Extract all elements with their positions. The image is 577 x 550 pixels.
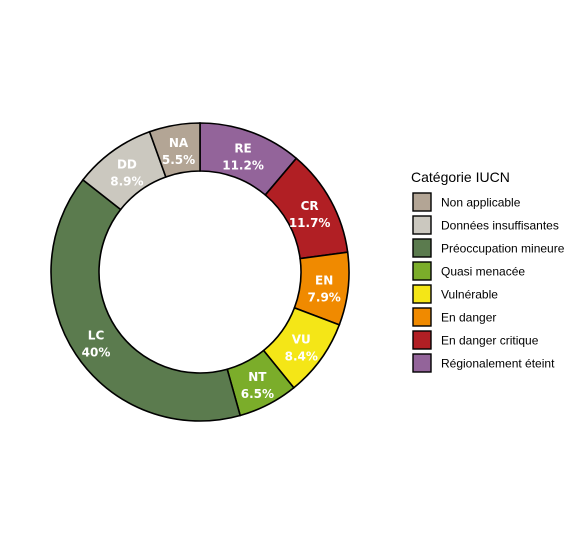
slice-na (148, 122, 201, 178)
legend-label-vu: Vulnérable (441, 288, 498, 302)
slice-code-re: RE (234, 142, 251, 156)
legend-label-cr: En danger critique (441, 334, 539, 348)
slice-percent-vu: 8.4% (285, 349, 318, 363)
slice-code-dd: DD (117, 158, 137, 172)
legend-key-cr (412, 330, 432, 350)
slice-code-na: NA (169, 136, 189, 150)
slice-percent-lc: 40% (82, 345, 111, 359)
slice-percent-cr: 11.7% (289, 216, 331, 230)
slice-code-cr: CR (301, 199, 319, 213)
legend-label-na: Non applicable (441, 196, 521, 210)
slice-percent-en: 7.9% (308, 290, 341, 304)
legend-title: Catégorie IUCN (411, 169, 510, 185)
slice-code-vu: VU (292, 332, 311, 346)
slice-percent-na: 5.5% (162, 153, 195, 167)
legend-label-nt: Quasi menacée (441, 265, 525, 279)
legend-label-lc: Préoccupation mineure (441, 242, 565, 256)
legend-key-dd (412, 215, 432, 235)
slice-code-en: EN (315, 273, 333, 287)
legend-key-lc (412, 238, 432, 258)
legend-label-dd: Données insuffisantes (441, 219, 559, 233)
legend-key-nt (412, 261, 432, 281)
legend-key-na (412, 192, 432, 212)
slice-percent-nt: 6.5% (241, 387, 274, 401)
slice-lc (50, 178, 242, 422)
slice-percent-dd: 8.9% (110, 175, 143, 189)
slice-code-lc: LC (88, 328, 105, 342)
legend-key-re (412, 353, 432, 373)
legend-key-en (412, 307, 432, 327)
legend-key-vu (412, 284, 432, 304)
legend-label-en: En danger (441, 311, 496, 325)
slice-code-nt: NT (248, 370, 267, 384)
donut-slices (50, 122, 350, 422)
legend: Catégorie IUCN Non applicable Données ins… (411, 169, 565, 373)
legend-label-re: Régionalement éteint (441, 357, 555, 371)
donut-labels: RE 11.2% CR 11.7% EN 7.9% VU 8.4% NT 6.5% LC 40% DD 8… (82, 136, 341, 401)
slice-percent-re: 11.2% (222, 159, 264, 173)
